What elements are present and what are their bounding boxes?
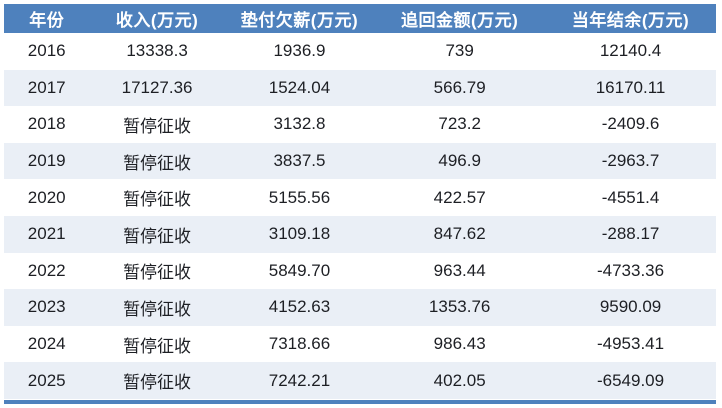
cell-income: 17127.36 — [121, 77, 193, 97]
col-header-income: 收入(万元) — [89, 4, 225, 33]
col-header-advanced-wages: 垫付欠薪(万元) — [224, 4, 375, 33]
cell-year-balance: -288.17 — [601, 224, 660, 244]
cell-advanced-wages: 7318.66 — [268, 334, 331, 354]
cell-year-balance: 16170.11 — [595, 77, 666, 97]
table-row: 2020 暂停征收 5155.56 422.57 -4551.4 — [4, 179, 716, 216]
cell-income: 暂停征收 — [123, 190, 192, 210]
cell-advanced-wages: 1524.04 — [268, 77, 331, 97]
table-row: 2016 13338.3 1936.9 739 12140.4 — [4, 33, 716, 70]
cell-recovered-amount: 986.43 — [433, 334, 486, 354]
table-header: 年份 收入(万元) 垫付欠薪(万元) 追回金额(万元) 当年结余(万元) — [4, 4, 716, 33]
cell-income: 暂停征收 — [123, 373, 192, 393]
cell-income: 暂停征收 — [123, 299, 192, 319]
table-body: 2016 13338.3 1936.9 739 12140.4 2017 171… — [4, 33, 716, 399]
cell-income: 暂停征收 — [123, 263, 192, 283]
table-row: 2023 暂停征收 4152.63 1353.76 9590.09 — [4, 289, 716, 326]
cell-year-balance: -4733.36 — [596, 260, 665, 280]
pension-fund-table: 年份 收入(万元) 垫付欠薪(万元) 追回金额(万元) 当年结余(万元) 201… — [4, 4, 716, 399]
col-header-recovered-amount: 追回金额(万元) — [374, 4, 546, 33]
cell-advanced-wages: 5849.70 — [268, 260, 331, 280]
cell-advanced-wages: 5155.56 — [268, 187, 331, 207]
cell-year-balance: -6549.09 — [596, 370, 665, 390]
cell-income: 暂停征收 — [123, 226, 192, 246]
cell-income: 暂停征收 — [123, 336, 192, 356]
cell-recovered-amount: 496.9 — [438, 151, 481, 171]
cell-year-balance: -4953.41 — [596, 334, 665, 354]
table-row: 2017 17127.36 1524.04 566.79 16170.11 — [4, 69, 716, 107]
cell-year-balance: 12140.4 — [599, 41, 662, 61]
cell-recovered-amount: 566.79 — [433, 77, 486, 97]
cell-year: 2020 — [27, 187, 66, 207]
cell-year: 2016 — [27, 41, 66, 61]
cell-income: 暂停征收 — [123, 116, 192, 136]
table-row: 2022 暂停征收 5849.70 963.44 -4733.36 — [4, 252, 716, 290]
table-row: 2021 暂停征收 3109.18 847.62 -288.17 — [4, 215, 716, 253]
cell-advanced-wages: 4152.63 — [268, 297, 331, 317]
cell-recovered-amount: 1353.76 — [428, 297, 491, 317]
cell-year: 2022 — [27, 260, 66, 280]
table-row: 2025 暂停征收 7242.21 402.05 -6549.09 — [4, 362, 716, 399]
table-row: 2019 暂停征收 3837.5 496.9 -2963.7 — [4, 142, 716, 180]
table-row: 2024 暂停征收 7318.66 986.43 -4953.41 — [4, 325, 716, 363]
cell-recovered-amount: 963.44 — [433, 260, 486, 280]
cell-recovered-amount: 847.62 — [433, 224, 486, 244]
cell-year: 2025 — [27, 370, 66, 390]
cell-advanced-wages: 3109.18 — [268, 224, 331, 244]
cell-year-balance: -4551.4 — [601, 187, 660, 207]
cell-year: 2024 — [27, 334, 66, 354]
cell-year: 2017 — [27, 77, 66, 97]
cell-year: 2018 — [27, 114, 66, 134]
cell-year: 2023 — [27, 297, 66, 317]
cell-recovered-amount: 422.57 — [433, 187, 486, 207]
header-row: 年份 收入(万元) 垫付欠薪(万元) 追回金额(万元) 当年结余(万元) — [4, 4, 716, 33]
cell-income: 13338.3 — [126, 41, 188, 61]
cell-advanced-wages: 7242.21 — [268, 370, 331, 390]
cell-advanced-wages: 1936.9 — [273, 41, 326, 61]
cell-recovered-amount: 739 — [445, 41, 474, 61]
cell-income: 暂停征收 — [123, 153, 192, 173]
col-header-year-balance: 当年结余(万元) — [545, 4, 716, 33]
cell-recovered-amount: 723.2 — [438, 114, 481, 134]
cell-advanced-wages: 3837.5 — [273, 151, 326, 171]
col-header-year: 年份 — [4, 4, 90, 33]
cell-year: 2021 — [27, 224, 66, 244]
table-row: 2018 暂停征收 3132.8 723.2 -2409.6 — [4, 106, 716, 143]
bottom-accent-bar — [4, 400, 716, 404]
cell-year: 2019 — [27, 151, 66, 171]
cell-year-balance: -2409.6 — [601, 114, 660, 134]
cell-year-balance: -2963.7 — [601, 151, 660, 171]
cell-advanced-wages: 3132.8 — [273, 114, 326, 134]
cell-recovered-amount: 402.05 — [433, 370, 486, 390]
cell-year-balance: 9590.09 — [599, 297, 662, 317]
